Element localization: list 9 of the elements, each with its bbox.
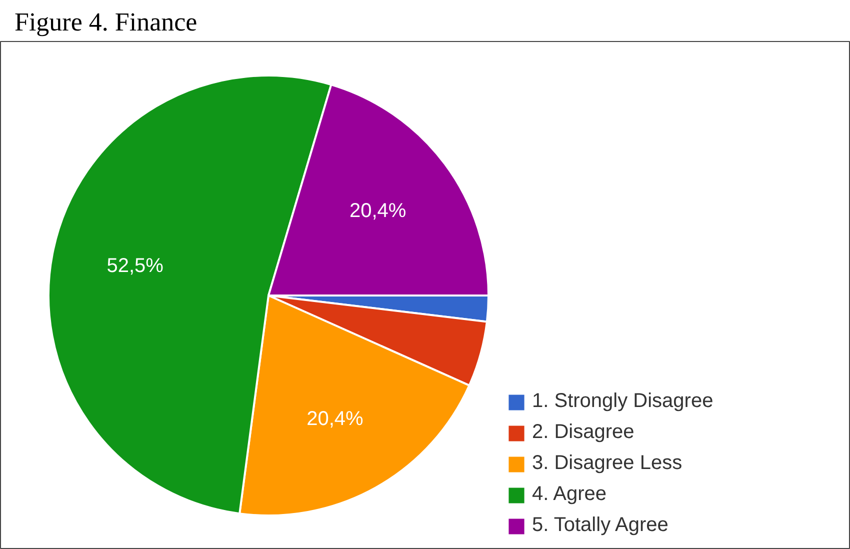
data-label: 20,4% [306,408,364,430]
legend-label: 3. Disagree Less [532,452,682,475]
data-label: 20,4% [349,200,406,222]
legend-label: 4. Agree [532,483,607,506]
data-label: 52,5% [106,254,164,277]
chart-title: Figure 4. Finance [14,8,198,36]
legend-label: 5. Totally Agree [532,514,668,537]
legend-label: 2. Disagree [532,421,634,444]
legend-label: 1. Strongly Disagree [532,390,714,413]
